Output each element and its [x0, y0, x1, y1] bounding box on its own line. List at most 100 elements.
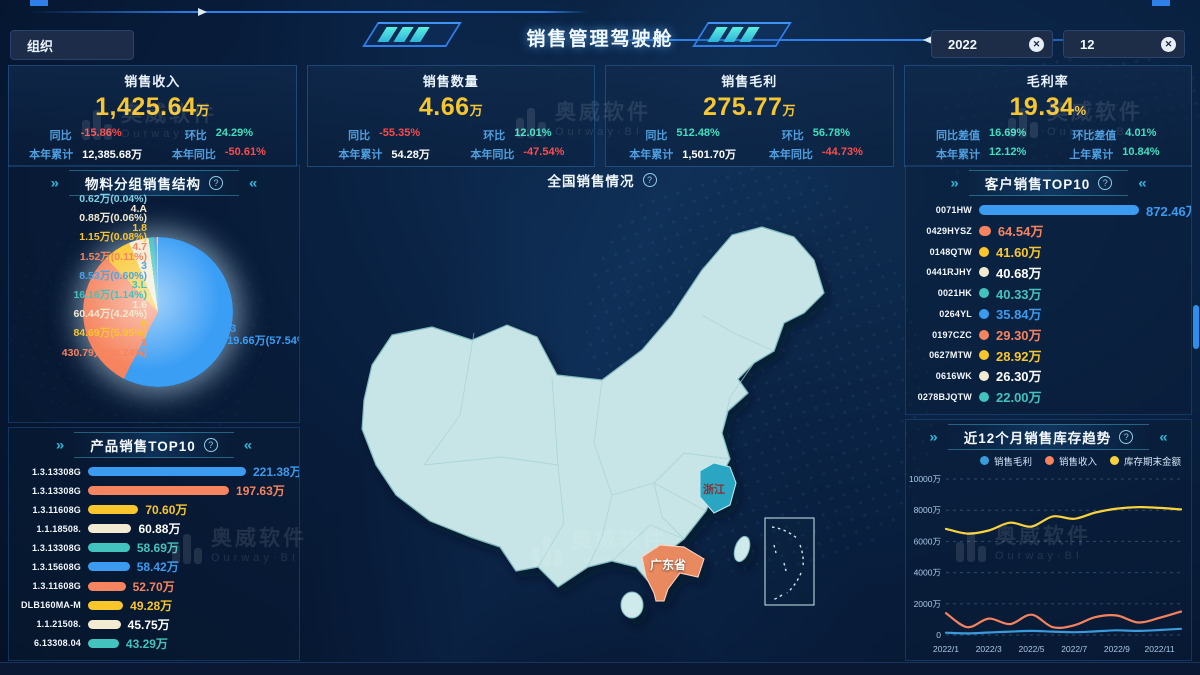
org-button[interactable]: 组织 — [10, 30, 134, 60]
bar-value-label: 40.68万 — [996, 265, 1042, 281]
panel-title: 物料分组销售结构 — [85, 177, 201, 192]
x-tick-label: 2022/1 — [933, 644, 959, 654]
bar-value-label: 58.69万 — [136, 541, 179, 556]
kpi-metric-label: 上年累计 — [1069, 149, 1114, 161]
chevrons-left-icon: « — [243, 437, 253, 453]
bar-row: 1.1.18508. 60.88万 — [13, 520, 293, 537]
bar[interactable] — [88, 638, 119, 648]
product-bar-chart: 1.3.13308G 221.38万 1.3.13308G 197.63万 1.3.11… — [9, 459, 299, 660]
kpi-metrics: 同比 -55.35% 环比 12.01% 本年累计 54.28万 本年同比 -47.54% — [318, 127, 585, 162]
bar[interactable] — [979, 350, 989, 361]
kpi-metric-value: 1,501.70万 — [682, 149, 737, 161]
legend-item[interactable]: 销售收入 — [1044, 454, 1097, 468]
bar[interactable] — [979, 308, 989, 319]
trend-legend: 销售毛利 销售收入 库存期末金额 — [906, 451, 1191, 469]
header-decor-line — [28, 11, 588, 13]
map-title: 全国销售情况 — [547, 174, 635, 189]
footer-bar — [0, 662, 1200, 675]
header-decor-line — [612, 39, 1172, 41]
bar-category-label: 1.3.13308G — [31, 485, 81, 496]
kpi-title: 销售数量 — [422, 74, 479, 89]
kpi-metrics: 同比 -15.86% 环比 24.29% 本年累计 12,385.68万 本年同比 -50.6… — [19, 127, 286, 162]
corner-accent — [1152, 0, 1170, 6]
close-icon[interactable]: ✕ — [1161, 36, 1176, 52]
kpi-metric-label: 本年同比 — [470, 149, 515, 161]
bar-category-label: 6.13308.04 — [33, 638, 81, 649]
kpi-metric-label: 同比 — [645, 130, 668, 142]
filter-chips: 2022 ✕ 12 ✕ — [931, 30, 1185, 58]
line-series[interactable] — [944, 627, 1183, 635]
bar[interactable] — [88, 619, 121, 629]
help-icon[interactable]: ? — [1098, 176, 1113, 190]
kpi-metric-value: 24.29% — [215, 127, 254, 139]
legend-item[interactable]: 库存期末金额 — [1109, 454, 1181, 468]
kpi-value-number: 275.77 — [703, 93, 783, 121]
bar[interactable] — [979, 391, 989, 402]
region-guangdong[interactable] — [641, 544, 705, 602]
chevrons-left-icon: « — [249, 175, 258, 191]
kpi-metric-value: 54.28万 — [391, 149, 430, 161]
filter-chip[interactable]: 2022 ✕ — [931, 30, 1053, 58]
bar[interactable] — [88, 524, 132, 534]
bar[interactable] — [979, 246, 989, 257]
bar[interactable] — [979, 225, 991, 236]
bar-row: 0021HK 40.33万 — [910, 284, 1185, 303]
bar-category-label: 1.3.13308G — [31, 542, 81, 553]
pie-circle[interactable] — [83, 237, 233, 387]
filter-chip[interactable]: 12 ✕ — [1063, 30, 1185, 58]
panel-title: 产品销售TOP10 — [90, 439, 196, 454]
hainan-island[interactable] — [620, 591, 644, 619]
line-series[interactable] — [944, 610, 1183, 630]
bar[interactable] — [88, 600, 124, 610]
bar[interactable] — [88, 581, 126, 591]
scrollbar-thumb[interactable] — [1193, 305, 1199, 349]
filter-value: 2022 — [948, 36, 977, 52]
bar-value-label: 58.42万 — [136, 560, 179, 575]
bar[interactable] — [88, 505, 139, 515]
bar-row: 1.3.15608G 58.42万 — [13, 558, 293, 575]
bar-value-label: 64.54万 — [997, 224, 1044, 240]
pie-slice-label: 16.16万(1.14%) — [73, 288, 147, 301]
kpi-metric: 同比 512.48% — [616, 127, 749, 143]
y-tick-label: 2000万 — [914, 599, 941, 609]
bar[interactable] — [88, 562, 130, 572]
china-mainland[interactable] — [361, 226, 825, 588]
bar[interactable] — [979, 288, 989, 299]
bar[interactable] — [979, 370, 989, 381]
kpi-metric-value: -47.54% — [523, 146, 565, 158]
bar[interactable] — [88, 543, 130, 553]
help-icon[interactable]: ? — [642, 173, 657, 187]
legend-item[interactable]: 销售毛利 — [979, 454, 1032, 468]
kpi-title: 销售毛利 — [721, 74, 778, 89]
help-icon[interactable]: ? — [203, 438, 218, 452]
bar-category-label: 1.3.13308G — [31, 466, 81, 477]
bar[interactable] — [88, 486, 230, 496]
kpi-value: 4.66万 — [318, 93, 585, 122]
pie-slice-name: 4.7 — [132, 240, 147, 253]
label-guangdong: 广东省 — [650, 557, 686, 572]
close-icon[interactable]: ✕ — [1029, 36, 1044, 52]
pie-slice-label: 1.15万(0.08%) — [79, 231, 147, 244]
bar-row: 1.3.13308G 197.63万 — [13, 482, 293, 499]
bar[interactable] — [979, 267, 989, 278]
filter-value: 12 — [1080, 36, 1095, 52]
bar[interactable] — [88, 467, 246, 477]
bar-category-label: 0441RJHY — [926, 267, 972, 278]
pie-slice-name: 1 — [141, 336, 147, 349]
bar[interactable] — [979, 205, 1139, 216]
help-icon[interactable]: ? — [1119, 430, 1134, 444]
bar-value-label: 60.88万 — [138, 522, 181, 537]
pie-slice-label: 60.44万(4.24%) — [73, 308, 147, 321]
line-series[interactable] — [944, 505, 1183, 535]
kpi-value-number: 4.66 — [418, 93, 470, 121]
kpi-metric-label: 同比差值 — [935, 130, 980, 142]
pie-slice-name: 1.6 — [132, 298, 147, 311]
kpi-metric: 同比差值 16.69% — [915, 127, 1048, 143]
region-zhejiang[interactable] — [699, 462, 737, 514]
bar-value-label: 35.84万 — [996, 307, 1042, 323]
help-icon[interactable]: ? — [209, 176, 223, 190]
bar[interactable] — [979, 329, 989, 340]
y-tick-label: 4000万 — [914, 568, 941, 578]
bar-value-label: 40.33万 — [996, 286, 1042, 302]
